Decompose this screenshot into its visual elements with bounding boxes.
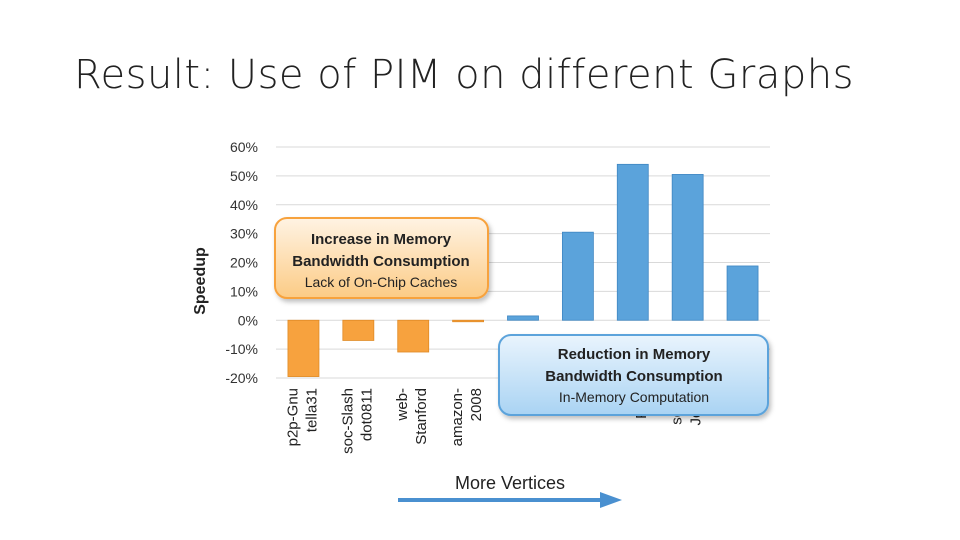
reduction-callout [498,334,769,416]
category-label: dot0811 [358,388,375,441]
x-axis-label: More Vertices [455,473,565,493]
increase-callout [274,217,489,299]
category-label: 2008 [468,388,485,421]
y-tick-label: 50% [230,168,258,184]
more-vertices-arrow [398,492,622,508]
reduction-callout-title-1: Reduction in Memory [558,346,711,363]
y-tick-label: 0% [238,312,258,328]
y-tick-label: 30% [230,226,258,242]
bar [616,163,649,321]
y-tick-labels: 60% 50% 40% 30% 20% 10% 0% -10% -20% [225,139,258,386]
bars [287,163,759,377]
y-tick-label: -10% [225,341,258,357]
y-tick-label: 20% [230,255,258,271]
bar [287,319,320,377]
increase-callout-subtitle: Lack of On-Chip Caches [305,274,458,290]
bar [452,319,485,323]
y-axis-label: Speedup [192,247,209,315]
category-label: Stanford [413,388,430,445]
increase-callout-title-1: Increase in Memory [311,231,452,248]
category-label: tella31 [303,388,320,432]
increase-callout-title-2: Bandwidth Consumption [292,253,469,270]
bar [561,231,594,321]
y-tick-label: -20% [225,370,258,386]
bar [397,319,430,353]
bar [726,265,759,321]
bar [342,319,375,341]
slide-title: Result: Use of PIM on different Graphs [74,52,854,98]
reduction-callout-subtitle: In-Memory Computation [559,389,709,405]
y-tick-label: 40% [230,197,258,213]
y-tick-label: 60% [230,139,258,155]
category-label: web- [394,388,411,422]
y-tick-label: 10% [230,283,258,299]
reduction-callout-title-2: Bandwidth Consumption [545,368,722,385]
category-label: soc-Slash [339,388,356,454]
bar [507,315,539,321]
category-label: amazon- [449,388,466,446]
bar [671,174,704,321]
category-label: p2p-Gnu [284,388,301,446]
